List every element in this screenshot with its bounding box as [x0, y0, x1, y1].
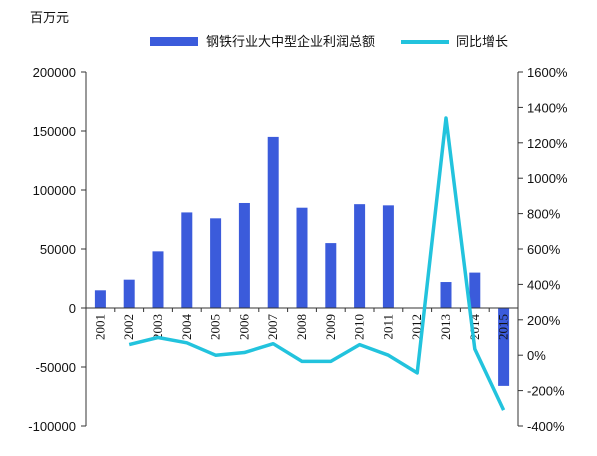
- bar: [296, 207, 308, 308]
- right-axis-ticks: 1600% 1400% 1200% 1000% 800% 600% 400% 200% 0% -2…: [518, 65, 568, 434]
- category-label: 2015: [496, 314, 511, 340]
- left-tick-label: 200000: [33, 65, 76, 80]
- legend-swatch-bars: [150, 37, 198, 46]
- bar: [94, 290, 106, 308]
- bar: [469, 272, 481, 308]
- left-tick-label: 0: [69, 301, 76, 316]
- bar: [440, 282, 452, 308]
- right-tick-label: -400%: [527, 419, 565, 434]
- left-tick-label: 100000: [33, 183, 76, 198]
- category-label: 2006: [236, 314, 251, 341]
- category-label: 2009: [323, 314, 338, 340]
- bar: [238, 202, 250, 308]
- bar: [123, 279, 135, 308]
- category-label: 2005: [208, 314, 223, 340]
- left-tick-label: 50000: [40, 242, 76, 257]
- category-label: 2008: [294, 314, 309, 340]
- left-tick-label: -100000: [28, 419, 76, 434]
- legend-label-line: 同比增长: [456, 35, 508, 50]
- bar: [267, 136, 279, 308]
- category-labels: 2001 2002 2003 2004 2005 2006 2007 2008 2009 2010…: [92, 314, 510, 341]
- right-tick-label: 400%: [527, 277, 561, 292]
- right-tick-label: 1200%: [527, 136, 568, 151]
- bar: [354, 204, 366, 308]
- bar: [210, 218, 222, 308]
- bar: [325, 243, 337, 308]
- right-tick-label: 1400%: [527, 100, 568, 115]
- right-tick-label: 800%: [527, 207, 561, 222]
- category-label: 2013: [438, 314, 453, 340]
- category-label: 2011: [380, 314, 395, 340]
- right-tick-label: 0%: [527, 348, 546, 363]
- bar: [152, 251, 164, 308]
- line-series: [128, 116, 506, 411]
- left-tick-label: -50000: [36, 360, 76, 375]
- legend-label-bars: 钢铁行业大中型企业利润总额: [206, 34, 375, 50]
- legend: 钢铁行业大中型企业利润总额 同比增长: [150, 34, 508, 50]
- bar: [498, 308, 510, 386]
- category-label: 2002: [121, 314, 136, 340]
- category-label: 2004: [179, 314, 194, 341]
- left-tick-label: 150000: [33, 124, 76, 139]
- bar: [181, 212, 193, 308]
- right-tick-label: 200%: [527, 313, 561, 328]
- axes: [85, 72, 519, 426]
- left-axis-unit: 百万元: [30, 11, 69, 26]
- right-tick-label: -200%: [527, 384, 565, 399]
- bar: [382, 205, 394, 308]
- right-tick-label: 600%: [527, 242, 561, 257]
- category-label: 2001: [92, 314, 107, 340]
- category-label: 2007: [265, 314, 280, 341]
- right-tick-label: 1000%: [527, 171, 568, 186]
- category-label: 2010: [352, 314, 367, 340]
- category-label: 2003: [150, 314, 165, 340]
- left-axis-ticks: 200000 150000 100000 50000 0 -50000 -100000: [28, 65, 86, 434]
- growth-line: [128, 116, 506, 411]
- bar-series: [94, 136, 510, 386]
- right-tick-label: 1600%: [527, 65, 568, 80]
